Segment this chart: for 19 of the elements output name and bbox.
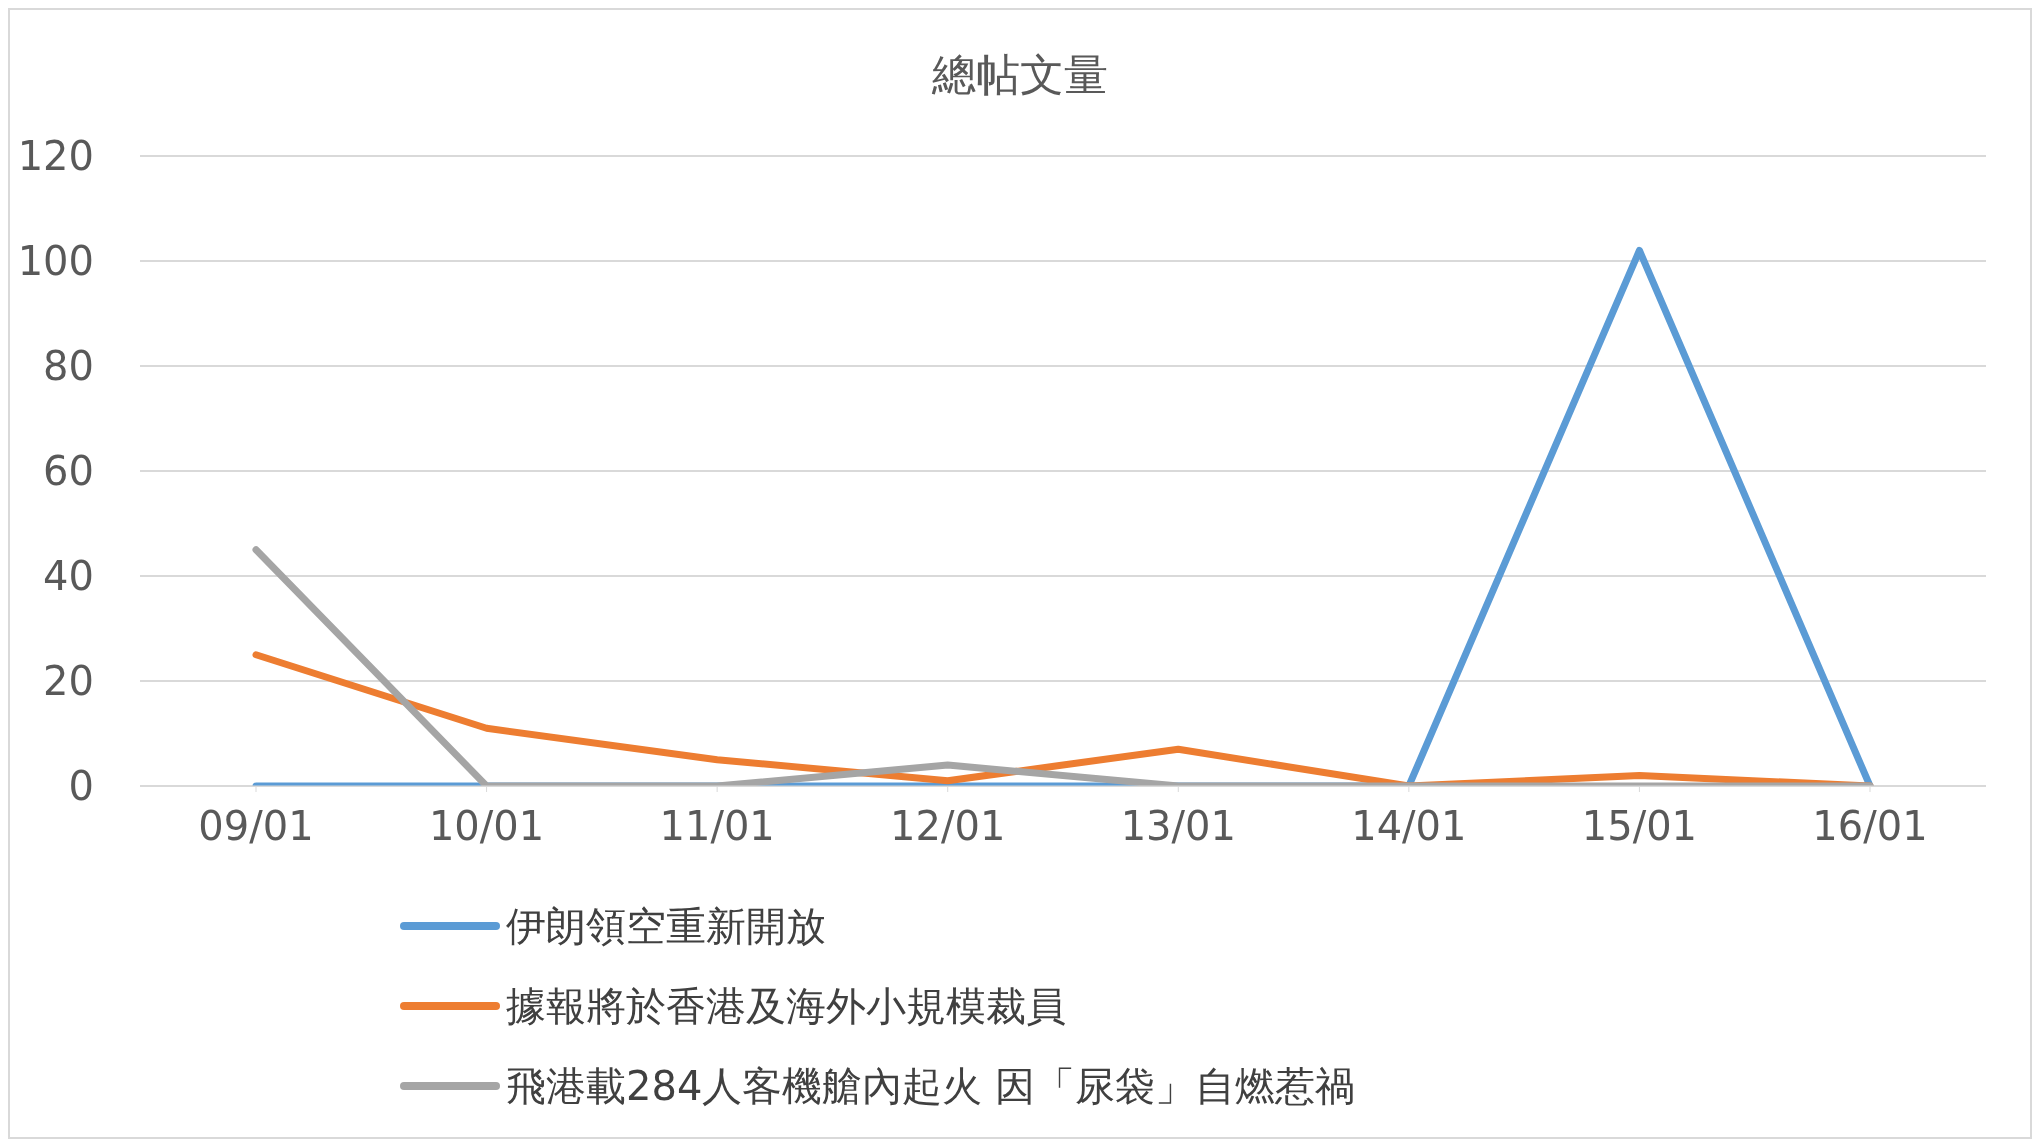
x-tick-label: 12/01	[890, 803, 1006, 850]
y-tick-label: 100	[17, 238, 94, 285]
y-tick-label: 60	[43, 448, 94, 495]
legend-label: 據報將於香港及海外小規模裁員	[506, 981, 1066, 1031]
legend-label: 伊朗領空重新開放	[506, 901, 826, 951]
y-tick-label: 20	[43, 658, 94, 705]
y-tick-label: 40	[43, 553, 94, 600]
x-tick-label: 15/01	[1581, 803, 1698, 850]
x-tick-label: 14/01	[1351, 803, 1467, 850]
x-tick-label: 09/01	[198, 803, 314, 850]
y-tick-label: 0	[68, 763, 94, 810]
legend-label: 飛港載284人客機艙內起火 因「尿袋」自燃惹禍	[506, 1061, 1356, 1111]
y-tick-label: 80	[43, 343, 94, 390]
x-tick-label: 11/01	[659, 803, 775, 850]
x-tick-label: 16/01	[1812, 803, 1928, 850]
x-tick-label: 13/01	[1120, 803, 1236, 850]
y-tick-label: 120	[17, 133, 94, 180]
x-tick-label: 10/01	[428, 803, 545, 850]
chart-title: 總帖文量	[931, 48, 1109, 102]
